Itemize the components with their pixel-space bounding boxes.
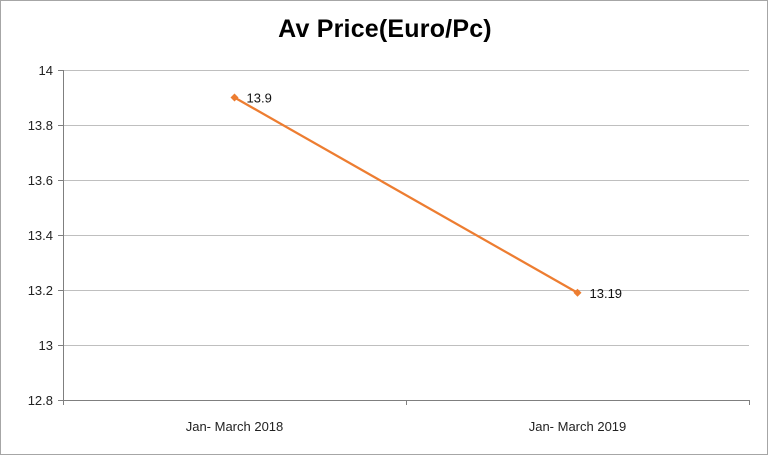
y-tick-label: 14 (39, 63, 53, 78)
y-tick-label: 13.8 (28, 118, 53, 133)
x-tick-label: Jan- March 2019 (529, 419, 627, 434)
y-tick-labels: 12.8 13 13.2 13.4 13.6 13.8 14 (28, 63, 53, 408)
data-label: 13.19 (590, 286, 623, 301)
y-tick-label: 13.2 (28, 283, 53, 298)
data-label: 13.9 (247, 91, 272, 106)
x-tick-labels: Jan- March 2018 Jan- March 2019 (186, 419, 627, 434)
y-tick-label: 13.6 (28, 173, 53, 188)
y-tick-label: 13.4 (28, 228, 53, 243)
chart-title: Av Price(Euro/Pc) (278, 15, 492, 43)
data-point (573, 288, 582, 297)
y-tick-label: 12.8 (28, 393, 53, 408)
series-layer (230, 93, 582, 297)
axes (58, 70, 750, 405)
x-tick-label: Jan- March 2018 (186, 419, 284, 434)
series-line (233, 96, 579, 294)
data-point (230, 93, 239, 102)
data-labels: 13.9 13.19 (247, 91, 623, 301)
y-tick-label: 13 (39, 338, 53, 353)
grid-lines (63, 70, 749, 346)
